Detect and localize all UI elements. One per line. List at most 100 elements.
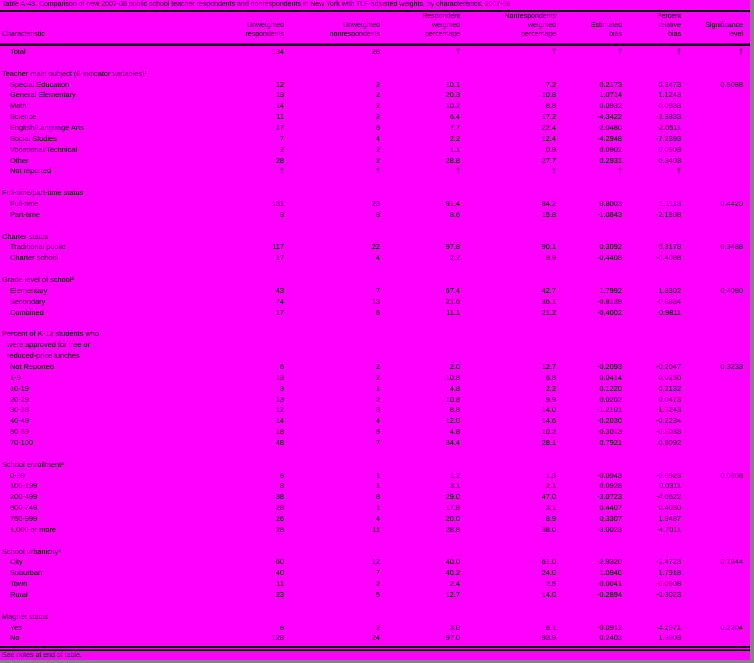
cell-unweighted_nonrespondents: 23 <box>371 199 380 209</box>
cell-unweighted_nonrespondents: 4 <box>375 133 380 143</box>
cell-percent_relative_bias: 1.8302 <box>658 285 681 295</box>
cell-unweighted_nonrespondents: 4 <box>375 513 380 523</box>
cell-significance_level: 0.4420 <box>720 199 743 209</box>
section-header-row: Full-time/part-time status <box>2 188 743 199</box>
row-label: 50-69 <box>10 427 29 437</box>
row-label: General Elementary <box>10 90 76 100</box>
cell-unweighted_nonrespondents: 2 <box>375 112 380 122</box>
cell-percent_relative_bias: -0.8834 <box>655 296 681 306</box>
cell-significance_level: 0.4080 <box>720 285 743 295</box>
cell-unweighted_nonrespondents: 2 <box>375 372 380 382</box>
section-header-label: reduced-price lunches <box>7 351 80 361</box>
column-header-line: Characteristic <box>2 31 45 38</box>
table-row: 750-999 26 4 20.0 8.9 0.3307 1.9487 <box>2 514 743 525</box>
row-label: 750-999 <box>10 513 38 523</box>
cell-percent_relative_bias: 0.4030 <box>658 503 681 513</box>
cell-unweighted_respondents: 12 <box>275 405 284 415</box>
cell-unweighted_respondents: 131 <box>271 199 284 209</box>
table-row: Not reported † † † † † † <box>2 166 743 177</box>
table-row: 30-39 12 3 8.8 14.0 -1.2101 -1.3243 <box>2 405 743 416</box>
cell-significance_level <box>681 373 743 384</box>
cell-percent_relative_bias: -2.0511 <box>656 123 681 133</box>
section-spacer <box>2 318 743 329</box>
table-row: 70-100 48 7 34.4 28.1 0.7921 0.8092 <box>2 438 743 449</box>
cell-respondent_weighted_percentage: 29.0 <box>445 492 460 502</box>
cell-unweighted_nonrespondents: 2 <box>375 101 380 111</box>
cell-nonrespondents_weighted_percentage: 6.8 <box>545 372 556 382</box>
cell-percent_relative_bias: -4.0622 <box>655 492 681 502</box>
row-label: No <box>10 633 20 643</box>
section-header-row: School urbanicity⁴ <box>2 547 743 558</box>
cell-significance_level <box>681 101 743 112</box>
cell-respondent_weighted_percentage: 8.8 <box>449 405 460 415</box>
cell-estimated_bias: 0.0202 <box>599 394 622 404</box>
column-header-line: level <box>728 31 743 38</box>
cell-unweighted_respondents: 8 <box>279 481 284 491</box>
page-title: Table A-43. Comparison of new 2007-08 pu… <box>2 1 511 8</box>
column-header-line: bias <box>609 31 622 38</box>
table-row: Secondary 74 13 21.6 36.1 -0.8139 -0.8834 <box>2 297 743 308</box>
cell-estimated_bias: 0.8003 <box>599 199 622 209</box>
cell-estimated_bias: 0.3307 <box>599 513 622 523</box>
cell-estimated_bias: 0.0928 <box>599 481 622 491</box>
cell-nonrespondents_weighted_percentage: 8.9 <box>545 513 556 523</box>
cell-significance_level <box>681 416 743 427</box>
cell-unweighted_nonrespondents: 11 <box>372 524 380 534</box>
cell-unweighted_nonrespondents: 6 <box>375 123 380 133</box>
cell-unweighted_respondents: 28 <box>275 503 284 513</box>
table-body: Total 134 26 † † † † † Teacher main subject (8 i… <box>2 47 743 644</box>
column-header-line: weighted <box>431 22 460 29</box>
table-row: 20-29 13 2 10.8 9.9 0.0202 0.0473 <box>2 395 743 406</box>
cell-respondent_weighted_percentage: 4.8 <box>449 427 460 437</box>
cell-percent_relative_bias: 0.8092 <box>658 437 681 447</box>
cell-unweighted_nonrespondents: 2 <box>375 155 380 165</box>
section-header-row: Grade level of school² <box>2 275 743 286</box>
cell-significance_level <box>681 210 743 221</box>
cell-unweighted_respondents: 18 <box>275 427 284 437</box>
column-header-line: Unweighted <box>247 22 284 29</box>
cell-significance_level: † <box>738 47 743 56</box>
cell-unweighted_nonrespondents: 4 <box>375 253 380 263</box>
cell-unweighted_respondents: 13 <box>275 372 284 382</box>
row-label: 20-29 <box>10 394 29 404</box>
cell-unweighted_respondents: 23 <box>275 589 284 599</box>
cell-significance_level <box>681 405 743 416</box>
cell-nonrespondents_weighted_percentage: 38.0 <box>541 524 556 534</box>
cell-respondent_weighted_percentage: 28.8 <box>445 155 460 165</box>
row-label: Yes <box>10 622 23 632</box>
cell-estimated_bias: -0.3013 <box>596 427 622 437</box>
cell-unweighted_respondents: † <box>279 166 284 176</box>
cell-estimated_bias: -1.0843 <box>596 209 622 219</box>
row-label: 100-199 <box>10 481 38 491</box>
section-header-label: Magnet status <box>2 611 49 621</box>
row-label: 30-39 <box>10 405 29 415</box>
row-label: Social Studies <box>10 133 57 143</box>
section-spacer <box>2 221 743 232</box>
cell-respondent_weighted_percentage: 40.2 <box>445 568 460 578</box>
cell-unweighted_nonrespondents: 3 <box>375 209 380 219</box>
table-row: Math 14 2 10.2 8.8 0.0932 0.0933 <box>2 101 743 112</box>
cell-nonrespondents_weighted_percentage: 15.8 <box>541 209 556 219</box>
cell-unweighted_nonrespondents: 1 <box>375 503 380 513</box>
cell-respondent_weighted_percentage: 2.0 <box>449 361 460 371</box>
cell-respondent_weighted_percentage: 2.2 <box>449 253 460 263</box>
table-row: Traditional public 117 22 97.8 90.1 0.3092 0.3… <box>2 242 743 253</box>
cell-unweighted_respondents: 11 <box>276 112 284 122</box>
section-header-row: Teacher main subject (8 indicator variab… <box>2 69 743 80</box>
cell-percent_relative_bias: 0.0311 <box>658 481 681 491</box>
table-row: Special Education 12 2 10.1 7.2 0.2173 0.2473 0… <box>2 80 743 91</box>
cell-respondent_weighted_percentage: 1.1 <box>449 144 460 154</box>
table-row: Full-time 131 23 91.4 84.2 0.8003 1.1118 0.4420 <box>2 199 743 210</box>
cell-unweighted_nonrespondents: 22 <box>371 242 380 252</box>
cell-estimated_bias: 0.0902 <box>599 144 622 154</box>
row-label: 200-499 <box>10 492 38 502</box>
column-header-characteristic: Characteristic <box>2 30 230 39</box>
cell-unweighted_nonrespondents: 1 <box>375 470 380 480</box>
cell-respondent_weighted_percentage: 21.6 <box>445 296 460 306</box>
cell-percent_relative_bias: -0.3023 <box>655 589 681 599</box>
column-header-line: Percent <box>656 13 681 20</box>
section-header-label: Charter status <box>2 231 49 241</box>
column-header-unweighted_nonrespondents: Unweighted nonrespondents <box>284 21 380 39</box>
cell-unweighted_nonrespondents: 1 <box>375 481 380 491</box>
cell-estimated_bias: 1.0714 <box>599 90 622 100</box>
